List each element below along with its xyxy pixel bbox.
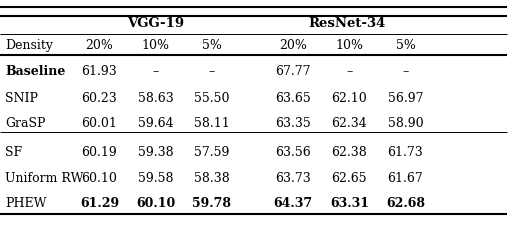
Text: ResNet-34: ResNet-34 <box>307 17 385 30</box>
Text: SF: SF <box>5 146 22 159</box>
Text: 58.38: 58.38 <box>193 171 229 184</box>
Text: 55.50: 55.50 <box>193 91 229 104</box>
Text: Uniform RW: Uniform RW <box>5 171 83 184</box>
Text: 58.90: 58.90 <box>387 116 422 130</box>
Text: 59.38: 59.38 <box>137 146 173 159</box>
Text: 61.93: 61.93 <box>81 65 117 78</box>
Text: 59.64: 59.64 <box>137 116 173 130</box>
Text: Density: Density <box>5 39 53 52</box>
Text: 59.58: 59.58 <box>137 171 173 184</box>
Text: GraSP: GraSP <box>5 116 45 130</box>
Text: 62.65: 62.65 <box>331 171 366 184</box>
Text: –: – <box>402 65 408 78</box>
Text: 62.38: 62.38 <box>331 146 366 159</box>
Text: 60.10: 60.10 <box>136 196 175 209</box>
Text: –: – <box>208 65 214 78</box>
Text: 63.31: 63.31 <box>329 196 368 209</box>
Text: 61.73: 61.73 <box>387 146 422 159</box>
Text: 5%: 5% <box>202 39 221 52</box>
Text: 57.59: 57.59 <box>193 146 229 159</box>
Text: 63.65: 63.65 <box>275 91 310 104</box>
Text: 10%: 10% <box>142 39 169 52</box>
Text: –: – <box>152 65 158 78</box>
Text: 60.10: 60.10 <box>81 171 117 184</box>
Text: 62.34: 62.34 <box>331 116 366 130</box>
Text: 60.19: 60.19 <box>81 146 117 159</box>
Text: 56.97: 56.97 <box>387 91 422 104</box>
Text: 67.77: 67.77 <box>275 65 310 78</box>
Text: 59.78: 59.78 <box>192 196 231 209</box>
Text: 61.67: 61.67 <box>387 171 422 184</box>
Text: 63.73: 63.73 <box>275 171 310 184</box>
Text: –: – <box>346 65 352 78</box>
Text: 60.23: 60.23 <box>81 91 117 104</box>
Text: Baseline: Baseline <box>5 65 65 78</box>
Text: 64.37: 64.37 <box>273 196 312 209</box>
Text: SNIP: SNIP <box>5 91 38 104</box>
Text: 62.10: 62.10 <box>331 91 366 104</box>
Text: 62.68: 62.68 <box>385 196 424 209</box>
Text: 20%: 20% <box>86 39 113 52</box>
Text: 5%: 5% <box>395 39 414 52</box>
Text: 58.11: 58.11 <box>193 116 229 130</box>
Text: 60.01: 60.01 <box>81 116 117 130</box>
Text: 58.63: 58.63 <box>137 91 173 104</box>
Text: 20%: 20% <box>279 39 306 52</box>
Text: VGG-19: VGG-19 <box>127 17 184 30</box>
Text: 10%: 10% <box>335 39 362 52</box>
Text: 63.56: 63.56 <box>275 146 310 159</box>
Text: 61.29: 61.29 <box>80 196 119 209</box>
Text: PHEW: PHEW <box>5 196 46 209</box>
Text: 63.35: 63.35 <box>275 116 310 130</box>
